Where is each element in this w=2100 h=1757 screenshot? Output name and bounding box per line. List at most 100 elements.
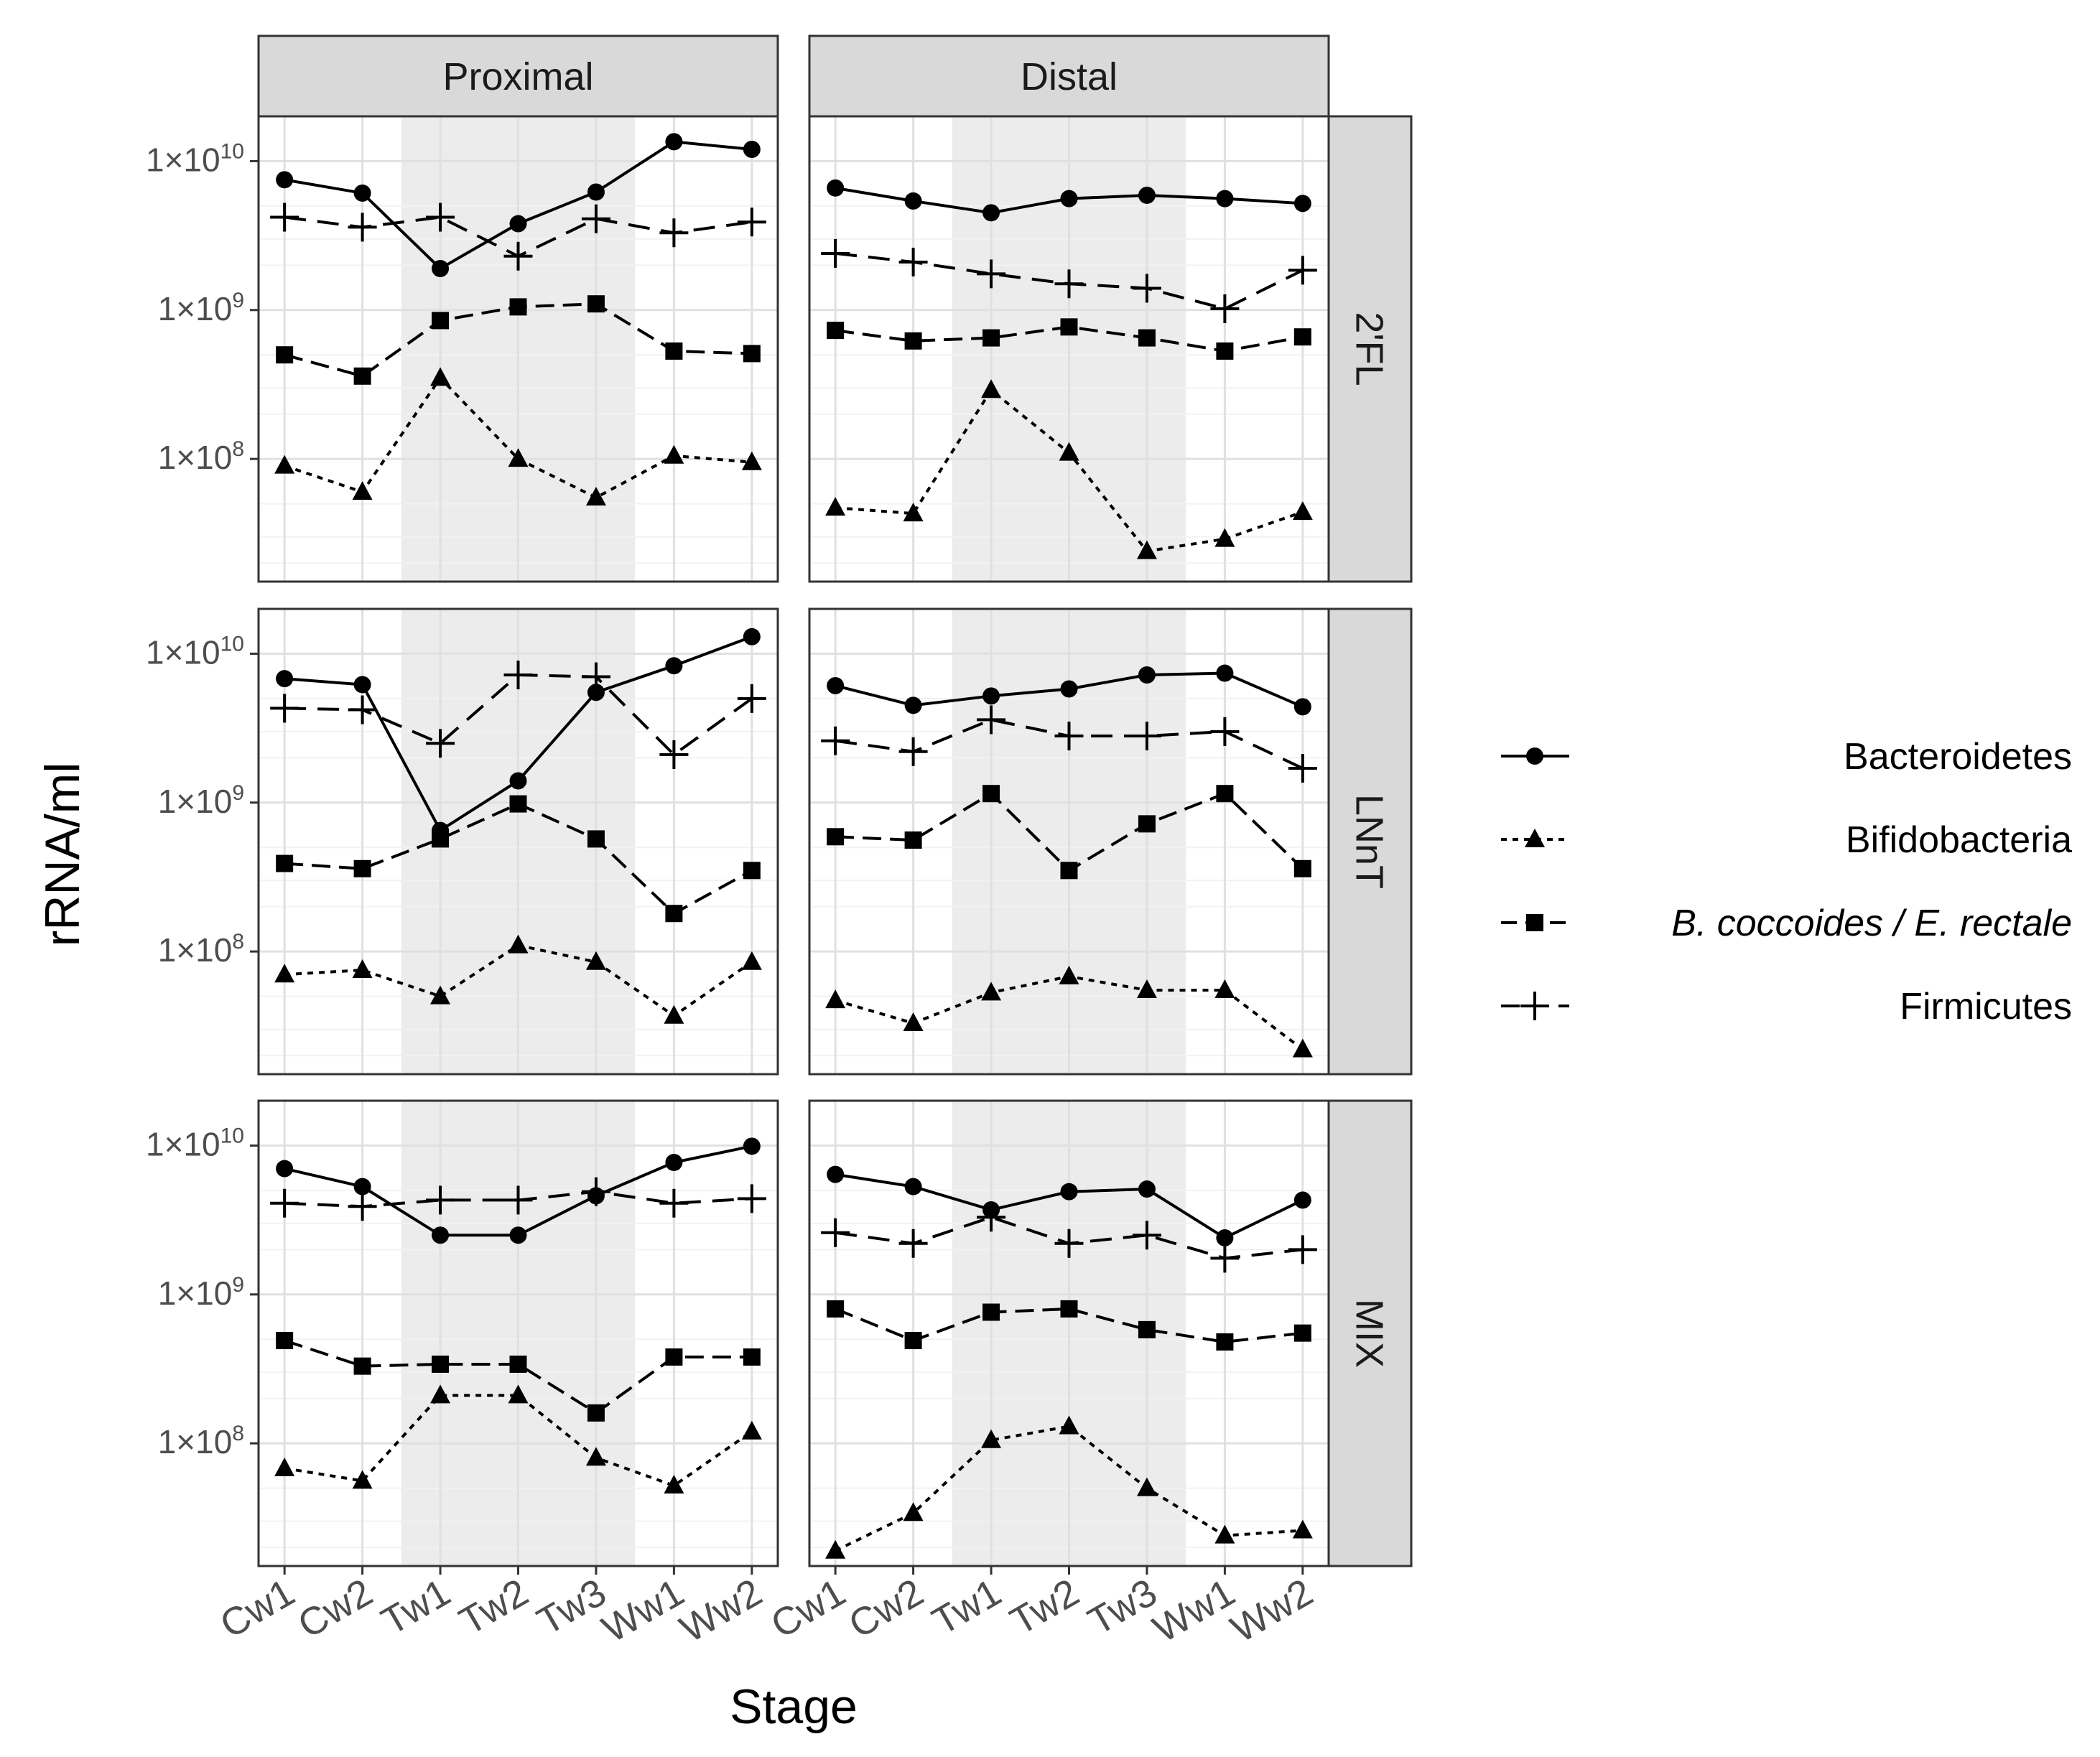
x-tick-label: Tw1 xyxy=(925,1570,1008,1643)
data-point-ww2 xyxy=(743,628,761,646)
data-point-cw1 xyxy=(276,854,294,872)
data-point-cw2 xyxy=(904,1178,922,1196)
data-point-tw1 xyxy=(977,1203,1006,1232)
data-point-tw2 xyxy=(1060,1300,1078,1318)
data-point-tw1 xyxy=(432,312,450,330)
data-point-tw2 xyxy=(508,934,529,954)
data-point-cw2 xyxy=(352,481,373,500)
data-point-ww1 xyxy=(1216,342,1234,360)
data-point-cw1 xyxy=(827,322,845,340)
data-point-tw2 xyxy=(509,298,527,316)
data-point-ww2 xyxy=(1288,1235,1317,1264)
strip-background xyxy=(1327,115,1413,583)
data-point-tw2 xyxy=(1060,318,1078,336)
data-point-tw3 xyxy=(1136,979,1157,998)
data-point-cw2 xyxy=(353,184,371,202)
x-tick-label: Tw2 xyxy=(1003,1570,1087,1643)
y-tick-label: 1×1010 xyxy=(146,632,244,671)
data-point-tw3 xyxy=(1138,666,1156,684)
data-point-tw1 xyxy=(432,1355,450,1373)
legend-label: Bacteroidetes xyxy=(1844,736,2072,778)
data-point-tw2 xyxy=(503,661,533,690)
data-point-ww2 xyxy=(1293,1191,1311,1209)
data-point-ww1 xyxy=(665,133,683,151)
data-point-cw2 xyxy=(352,1470,373,1489)
data-point-ww1 xyxy=(1210,294,1240,324)
series-b-coccoides-e-rectale xyxy=(827,318,1311,360)
data-point-ww2 xyxy=(737,684,766,713)
data-point-cw1 xyxy=(827,828,845,846)
series-bacteroidetes xyxy=(276,1137,761,1244)
strip-mix: MIX xyxy=(1327,1099,1413,1567)
data-point-ww2 xyxy=(1293,328,1311,346)
data-point-cw1 xyxy=(825,1539,846,1559)
data-point-tw1 xyxy=(982,204,1000,222)
data-point-cw2 xyxy=(904,192,922,210)
legend-item-firmicutes: Firmicutes xyxy=(1501,986,2072,1027)
data-point-cw1 xyxy=(270,1188,299,1218)
data-point-cw2 xyxy=(352,959,373,979)
data-point-cw2 xyxy=(348,695,377,724)
y-axis-title: rRNA/ml xyxy=(35,763,90,947)
data-point-cw1 xyxy=(270,694,299,723)
data-point-tw1 xyxy=(426,729,455,758)
data-point-tw2 xyxy=(509,1355,527,1373)
data-point-tw2 xyxy=(509,1226,527,1244)
y-tick-label: 1×108 xyxy=(158,930,244,969)
series-b-coccoides-e-rectale xyxy=(827,1300,1311,1351)
data-point-cw2 xyxy=(348,1192,377,1221)
legend-label: Bifidobacteria xyxy=(1846,819,2072,861)
data-point-ww1 xyxy=(664,1005,684,1024)
data-point-tw2 xyxy=(508,448,529,467)
data-point-cw1 xyxy=(276,1160,294,1178)
data-point-cw1 xyxy=(276,670,294,688)
y-tick-label: 1×1010 xyxy=(146,1124,244,1162)
data-point-cw1 xyxy=(270,202,299,232)
x-tick-label: Tw3 xyxy=(1081,1570,1164,1643)
data-point-cw1 xyxy=(276,171,294,189)
data-point-cw1 xyxy=(825,497,846,516)
series-bifidobacteria xyxy=(825,1415,1313,1559)
panel-proximal-mix xyxy=(257,1099,779,1567)
data-point-ww1 xyxy=(1216,664,1234,682)
data-point-tw2 xyxy=(509,215,527,233)
data-point-tw3 xyxy=(1138,329,1156,347)
data-point-ww1 xyxy=(1216,785,1234,803)
data-point-cw2 xyxy=(348,213,377,242)
data-point-ww2 xyxy=(743,141,761,159)
data-point-tw3 xyxy=(585,951,606,970)
series-bacteroidetes xyxy=(827,664,1311,716)
data-point-ww1 xyxy=(659,218,689,248)
data-point-ww1 xyxy=(659,740,689,769)
data-point-tw3 xyxy=(585,486,606,505)
data-point-tw1 xyxy=(432,1226,450,1244)
panel-border xyxy=(257,607,779,1076)
data-point-tw1 xyxy=(977,705,1006,735)
data-point-cw1 xyxy=(276,1332,294,1350)
strip-distal: Distal xyxy=(808,34,1330,118)
data-point-ww1 xyxy=(664,444,684,464)
x-tick-label: Tw1 xyxy=(374,1570,457,1643)
data-point-tw2 xyxy=(1054,269,1084,299)
data-point-ww1 xyxy=(1214,1524,1235,1544)
data-point-tw3 xyxy=(585,1447,606,1466)
strip-lnnt: LNnT xyxy=(1327,607,1413,1076)
legend-key-marker xyxy=(1526,747,1543,765)
data-point-tw2 xyxy=(1059,442,1079,461)
data-point-cw1 xyxy=(274,964,295,983)
strip-label: Distal xyxy=(1021,55,1118,98)
data-point-cw1 xyxy=(827,1300,845,1318)
data-point-cw2 xyxy=(903,1502,924,1521)
data-point-tw1 xyxy=(430,1384,451,1404)
data-point-ww2 xyxy=(743,1137,761,1155)
panel-proximal-lnnt xyxy=(257,607,779,1076)
data-point-tw2 xyxy=(503,1185,533,1215)
strip-label: LNnT xyxy=(1348,794,1391,889)
data-point-ww1 xyxy=(1210,1244,1240,1273)
data-point-tw1 xyxy=(977,259,1006,289)
legend-label: Firmicutes xyxy=(1900,986,2072,1027)
data-point-cw1 xyxy=(827,1165,845,1183)
data-point-cw2 xyxy=(353,367,371,385)
data-point-cw1 xyxy=(821,238,850,268)
